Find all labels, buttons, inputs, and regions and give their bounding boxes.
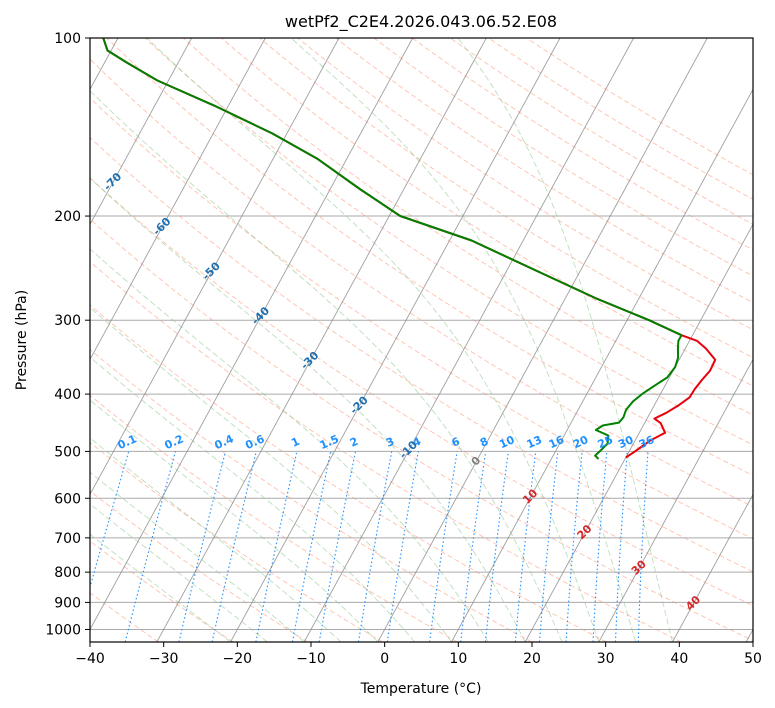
- isotherm-line: [90, 38, 340, 496]
- mixing-ratio-label: 10: [497, 433, 517, 451]
- dry-adiabat-line: [411, 38, 753, 251]
- x-tick-label: −20: [223, 651, 253, 667]
- y-tick-label: 300: [54, 313, 81, 329]
- plot-frame: [89, 37, 754, 643]
- mixing-ratio-line: [386, 451, 419, 642]
- mixing-ratio-line: [318, 451, 357, 642]
- isotherm-line: [524, 223, 753, 642]
- mixing-ratio-line: [592, 451, 608, 642]
- y-axis: 100 200 300 400 500 600 700 800 900 1000: [45, 31, 90, 638]
- mixing-ratio-line: [538, 451, 559, 642]
- dry-adiabat-line: [221, 38, 753, 387]
- mixing-ratio-line: [514, 451, 537, 642]
- y-tick-label: 200: [54, 209, 81, 225]
- x-tick-label: 0: [380, 651, 389, 667]
- dry-adiabat-line: [106, 38, 753, 476]
- mixing-ratio-line: [565, 451, 583, 642]
- isotherm-line: [230, 38, 561, 642]
- mixing-ratio-line: [211, 451, 257, 642]
- y-tick-label: 500: [54, 444, 81, 460]
- y-tick-label: 900: [54, 595, 81, 611]
- dry-adiabat-line: [297, 38, 753, 331]
- dry-adiabat-line: [90, 348, 533, 642]
- x-tick-label: −10: [296, 651, 326, 667]
- mixing-ratio-line: [90, 451, 130, 590]
- dry-adiabat-line: [90, 136, 753, 573]
- mixing-ratio-line: [460, 451, 487, 642]
- dry-adiabat-line: [488, 38, 753, 200]
- grid-layer: [90, 38, 753, 642]
- dry-adiabat-line: [90, 177, 753, 607]
- mixing-ratio-label: 36: [637, 433, 657, 451]
- x-tick-label: 20: [523, 651, 541, 667]
- dry-adiabat-line: [144, 38, 753, 446]
- moist-adiabat-line: [90, 399, 379, 642]
- dewpoint-profile-line: [102, 38, 683, 460]
- moist-adiabat-line: [90, 503, 268, 642]
- y-tick-label: 100: [54, 31, 81, 47]
- moist-adiabat-line: [90, 248, 489, 642]
- x-tick-label: 50: [744, 651, 762, 667]
- isotherm-line: [90, 38, 266, 361]
- x-axis: −40 −30 −20 −10 0 10 20 30 40 50: [75, 642, 762, 667]
- dry-adiabat-line: [90, 58, 753, 508]
- moist-adiabat-line: [90, 356, 416, 642]
- dry-adiabat-line: [90, 394, 458, 642]
- y-tick-label: 600: [54, 491, 81, 507]
- x-tick-label: −30: [149, 651, 179, 667]
- dry-adiabat-line: [90, 304, 607, 642]
- mixing-ratio-line: [429, 451, 458, 642]
- x-tick-label: 30: [597, 651, 615, 667]
- dry-adiabat-line: [526, 38, 753, 176]
- mixing-ratio-line: [614, 451, 628, 642]
- mixing-ratio-label: 30: [616, 433, 636, 451]
- moist-adiabat-line: [146, 38, 600, 642]
- x-axis-label: Temperature (°C): [360, 681, 482, 697]
- isotherm-line: [451, 88, 753, 642]
- mixing-ratio-line: [637, 451, 649, 642]
- mixing-ratio-label: 20: [571, 433, 591, 451]
- mixing-ratio-line: [484, 451, 509, 642]
- y-tick-label: 1000: [45, 622, 81, 638]
- dry-adiabat-line: [90, 441, 383, 642]
- mixing-ratio-label: 25: [596, 433, 615, 451]
- isotherm-line: [672, 493, 753, 642]
- moist-adiabat-line: [457, 38, 673, 642]
- mixing-ratio-line: [357, 451, 393, 642]
- isotherm-line: [598, 358, 753, 642]
- mixing-ratio-line: [255, 451, 298, 642]
- x-tick-label: 40: [670, 651, 688, 667]
- y-tick-label: 800: [54, 565, 81, 581]
- mixing-ratio-line: [291, 451, 332, 642]
- isotherm-line: [156, 38, 487, 642]
- dry-adiabat-line: [259, 38, 753, 359]
- y-tick-label: 400: [54, 387, 81, 403]
- moist-adiabat-line: [90, 90, 563, 642]
- isotherm-line: [303, 38, 635, 642]
- x-tick-label: −40: [75, 651, 105, 667]
- y-tick-label: 700: [54, 531, 81, 547]
- series-layer: [102, 38, 717, 460]
- mixing-ratio-label: 13: [525, 433, 544, 451]
- chart-title: wetPf2_C2E4.2026.043.06.52.E08: [285, 12, 557, 32]
- mixing-ratio-label: 16: [547, 433, 567, 451]
- isotherm-line: [90, 38, 414, 631]
- dry-adiabat-line: [182, 38, 753, 416]
- moist-adiabat-line: [90, 437, 342, 642]
- isotherm-line: [90, 38, 193, 226]
- y-axis-label: Pressure (hPa): [14, 290, 30, 390]
- dry-adiabat-line: [373, 38, 753, 277]
- isotherm-line: [377, 38, 708, 642]
- moist-adiabat-line: [90, 177, 526, 642]
- moist-adiabat-line: [90, 306, 452, 642]
- x-tick-label: 10: [449, 651, 467, 667]
- mixing-ratio-line: [124, 451, 177, 642]
